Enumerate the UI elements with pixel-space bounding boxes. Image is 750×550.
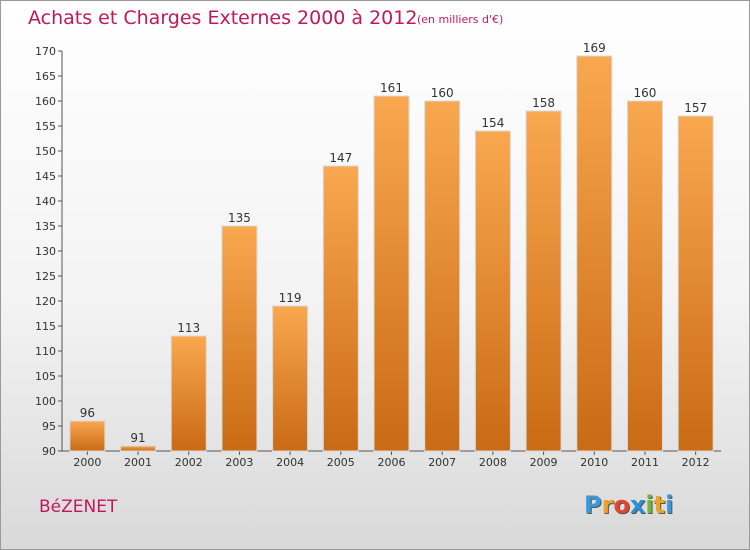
x-tick-label-2003: 2003 — [225, 456, 253, 469]
logo-letter: x — [629, 491, 646, 519]
x-tick-label-2010: 2010 — [580, 456, 608, 469]
y-tick-label: 160 — [35, 95, 56, 108]
x-tick-label-2011: 2011 — [631, 456, 659, 469]
bar-2004[interactable] — [272, 305, 309, 452]
y-tick-label: 95 — [42, 420, 56, 433]
proxiti-logo[interactable]: Proxiti — [584, 491, 673, 519]
y-tick-label: 120 — [35, 295, 56, 308]
y-tick-label: 130 — [35, 245, 56, 258]
logo-letter: i — [645, 491, 654, 519]
logo-letter: o — [613, 491, 630, 519]
bar-2005[interactable] — [322, 165, 359, 452]
value-label-2007: 160 — [431, 86, 454, 100]
bar-2009[interactable] — [525, 110, 562, 452]
chart-subtitle: (en milliers d'€) — [417, 13, 504, 26]
x-tick-label-2001: 2001 — [124, 456, 152, 469]
y-tick-label: 100 — [35, 395, 56, 408]
logo-letter: t — [653, 491, 666, 519]
value-label-2006: 161 — [380, 81, 403, 95]
bar-2003[interactable] — [221, 225, 258, 452]
x-tick-label-2009: 2009 — [530, 456, 558, 469]
bar-2012[interactable] — [677, 115, 714, 452]
x-tick-label-2004: 2004 — [276, 456, 304, 469]
value-label-2011: 160 — [634, 86, 657, 100]
commune-name: BéZENET — [39, 497, 118, 517]
chart-title: Achats et Charges Externes 2000 à 2012 — [28, 7, 418, 29]
bar-2010[interactable] — [576, 55, 613, 452]
y-tick-label: 115 — [35, 320, 56, 333]
y-tick-label: 165 — [35, 70, 56, 83]
y-tick-label: 155 — [35, 120, 56, 133]
y-tick-label: 105 — [35, 370, 56, 383]
value-label-2005: 147 — [329, 151, 352, 165]
x-tick-label-2000: 2000 — [73, 456, 101, 469]
y-tick-label: 110 — [35, 345, 56, 358]
x-tick-label-2008: 2008 — [479, 456, 507, 469]
bar-2008[interactable] — [474, 130, 511, 452]
logo-letter: r — [601, 491, 614, 519]
bar-2001[interactable] — [120, 445, 157, 452]
x-tick-label-2007: 2007 — [428, 456, 456, 469]
value-label-2002: 113 — [177, 321, 200, 335]
x-tick-label-2005: 2005 — [327, 456, 355, 469]
value-label-2003: 135 — [228, 211, 251, 225]
value-label-2012: 157 — [684, 101, 707, 115]
x-tick-label-2006: 2006 — [378, 456, 406, 469]
y-tick-label: 170 — [35, 45, 56, 58]
y-tick-label: 145 — [35, 170, 56, 183]
value-label-2008: 154 — [481, 116, 504, 130]
y-tick-label: 125 — [35, 270, 56, 283]
value-label-2009: 158 — [532, 96, 555, 110]
bar-2006[interactable] — [373, 95, 410, 452]
bar-2007[interactable] — [424, 100, 461, 452]
bar-2002[interactable] — [170, 335, 207, 452]
y-tick-label: 90 — [42, 445, 56, 458]
value-label-2000: 96 — [80, 406, 95, 420]
y-tick-label: 135 — [35, 220, 56, 233]
y-tick-label: 140 — [35, 195, 56, 208]
logo-letter: P — [584, 491, 602, 519]
bar-2000[interactable] — [69, 420, 106, 452]
value-label-2001: 91 — [130, 431, 145, 445]
logo-letter: i — [665, 491, 674, 519]
x-tick-label-2012: 2012 — [682, 456, 710, 469]
bar-2011[interactable] — [626, 100, 663, 452]
value-label-2004: 119 — [279, 291, 302, 305]
y-tick-label: 150 — [35, 145, 56, 158]
x-tick-label-2002: 2002 — [175, 456, 203, 469]
value-label-2010: 169 — [583, 41, 606, 55]
